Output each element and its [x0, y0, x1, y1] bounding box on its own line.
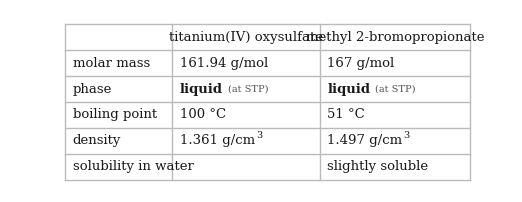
Text: (at STP): (at STP) [375, 85, 416, 94]
Text: titanium(IV) oxysulfate: titanium(IV) oxysulfate [169, 31, 323, 44]
Text: 167 g/mol: 167 g/mol [327, 57, 395, 70]
Text: molar mass: molar mass [73, 57, 150, 70]
Text: boiling point: boiling point [73, 108, 157, 121]
Text: slightly soluble: slightly soluble [327, 160, 429, 173]
Text: 3: 3 [256, 132, 263, 140]
Text: 1.497 g/cm: 1.497 g/cm [327, 134, 402, 147]
Text: 3: 3 [404, 132, 410, 140]
Text: phase: phase [73, 83, 112, 96]
Text: methyl 2-bromopropionate: methyl 2-bromopropionate [306, 31, 484, 44]
Text: liquid: liquid [180, 83, 223, 96]
Text: (at STP): (at STP) [228, 85, 268, 94]
Text: density: density [73, 134, 121, 147]
Text: liquid: liquid [327, 83, 371, 96]
Text: 100 °C: 100 °C [180, 108, 226, 121]
Text: 161.94 g/mol: 161.94 g/mol [180, 57, 268, 70]
Text: 1.361 g/cm: 1.361 g/cm [180, 134, 255, 147]
Text: 51 °C: 51 °C [327, 108, 365, 121]
Text: solubility in water: solubility in water [73, 160, 194, 173]
